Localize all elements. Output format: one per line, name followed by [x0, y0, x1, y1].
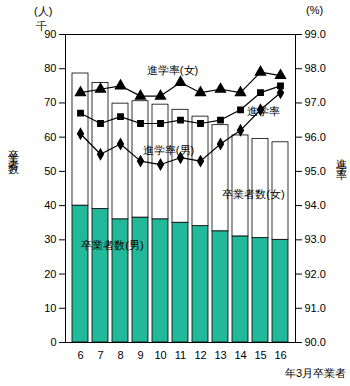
svg-text:9: 9: [137, 349, 143, 361]
svg-text:92.0: 92.0: [305, 268, 326, 280]
svg-text:6: 6: [77, 349, 83, 361]
svg-text:91.0: 91.0: [305, 302, 326, 314]
svg-text:12: 12: [194, 349, 206, 361]
svg-text:8: 8: [117, 349, 123, 361]
svg-text:94.0: 94.0: [305, 199, 326, 211]
svg-text:98.0: 98.0: [305, 62, 326, 74]
svg-text:10: 10: [154, 349, 166, 361]
svg-text:進学率: 進学率: [247, 105, 280, 117]
svg-text:93.0: 93.0: [305, 233, 326, 245]
svg-text:20: 20: [44, 268, 56, 280]
svg-text:13: 13: [214, 349, 226, 361]
svg-text:50: 50: [44, 165, 56, 177]
svg-text:30: 30: [44, 233, 56, 245]
svg-text:7: 7: [97, 349, 103, 361]
html-text:卒業者数: 卒業者数: [8, 140, 20, 160]
svg-text:卒業者数(男): 卒業者数(男): [81, 239, 143, 251]
svg-text:99.0: 99.0: [305, 28, 326, 40]
svg-text:95.0: 95.0: [305, 165, 326, 177]
svg-text:16: 16: [274, 349, 286, 361]
svg-text:60: 60: [44, 131, 56, 143]
svg-text:卒業者数(女): 卒業者数(女): [222, 188, 284, 200]
svg-text:90.0: 90.0: [305, 336, 326, 348]
svg-text:96.0: 96.0: [305, 131, 326, 143]
html-text:(人): (人): [34, 5, 53, 17]
html-text:千: 千: [36, 20, 47, 32]
svg-text:11: 11: [175, 349, 186, 361]
svg-text:進学率(男): 進学率(男): [143, 144, 194, 156]
svg-text:0: 0: [50, 336, 56, 348]
html-text:年3月卒業者: 年3月卒業者: [284, 367, 346, 379]
svg-text:40: 40: [44, 199, 56, 211]
svg-text:90: 90: [44, 28, 57, 40]
html-text:進学率: 進学率: [336, 150, 348, 165]
svg-text:14: 14: [234, 349, 246, 361]
svg-text:80: 80: [44, 62, 56, 74]
svg-text:10: 10: [44, 302, 56, 314]
svg-text:進学率(女): 進学率(女): [147, 64, 198, 76]
svg-text:15: 15: [254, 349, 266, 361]
svg-text:70: 70: [44, 96, 56, 108]
svg-text:97.0: 97.0: [305, 96, 326, 108]
